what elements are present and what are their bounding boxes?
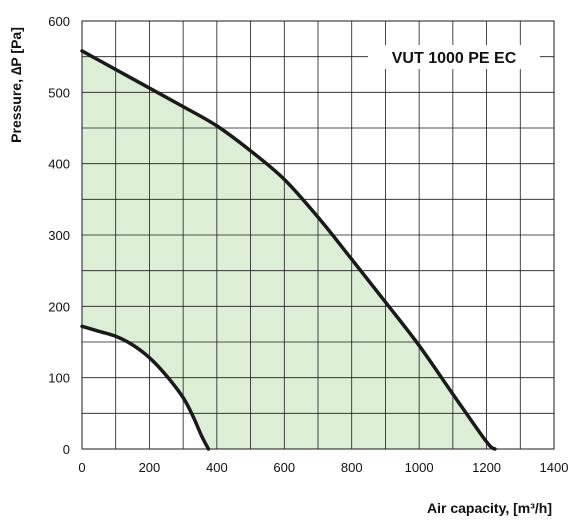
y-tick-label: 600 (48, 14, 70, 29)
y-tick-label: 200 (48, 299, 70, 314)
y-tick-label: 300 (48, 228, 70, 243)
y-tick-label: 100 (48, 371, 70, 386)
x-tick-label: 600 (273, 460, 295, 475)
grid-lines (82, 21, 554, 449)
x-tick-label: 0 (78, 460, 85, 475)
x-axis-label: Air capacity, [m³/h] (427, 500, 552, 516)
series-label: VUT 1000 PE EC (392, 50, 517, 67)
series-label-background (368, 45, 540, 69)
operating-area-fill (82, 50, 495, 450)
x-tick-label: 800 (341, 460, 363, 475)
y-tick-label: 0 (63, 442, 70, 457)
y-tick-label: 500 (48, 85, 70, 100)
min-curve-line (80, 324, 211, 451)
x-axis-ticks: 0 200 400 600 800 1000 1200 1400 (78, 460, 568, 475)
y-axis-label: Pressure, ∆P [Pa] (8, 27, 24, 143)
x-tick-label: 200 (139, 460, 161, 475)
x-tick-label: 1200 (472, 460, 501, 475)
y-tick-label: 400 (48, 157, 70, 172)
x-tick-label: 400 (206, 460, 228, 475)
max-curve-line (80, 49, 497, 451)
x-tick-label: 1400 (540, 460, 569, 475)
x-tick-label: 1000 (405, 460, 434, 475)
plot-frame (81, 20, 555, 450)
y-axis-ticks: 0 100 200 300 400 500 600 (48, 14, 70, 457)
